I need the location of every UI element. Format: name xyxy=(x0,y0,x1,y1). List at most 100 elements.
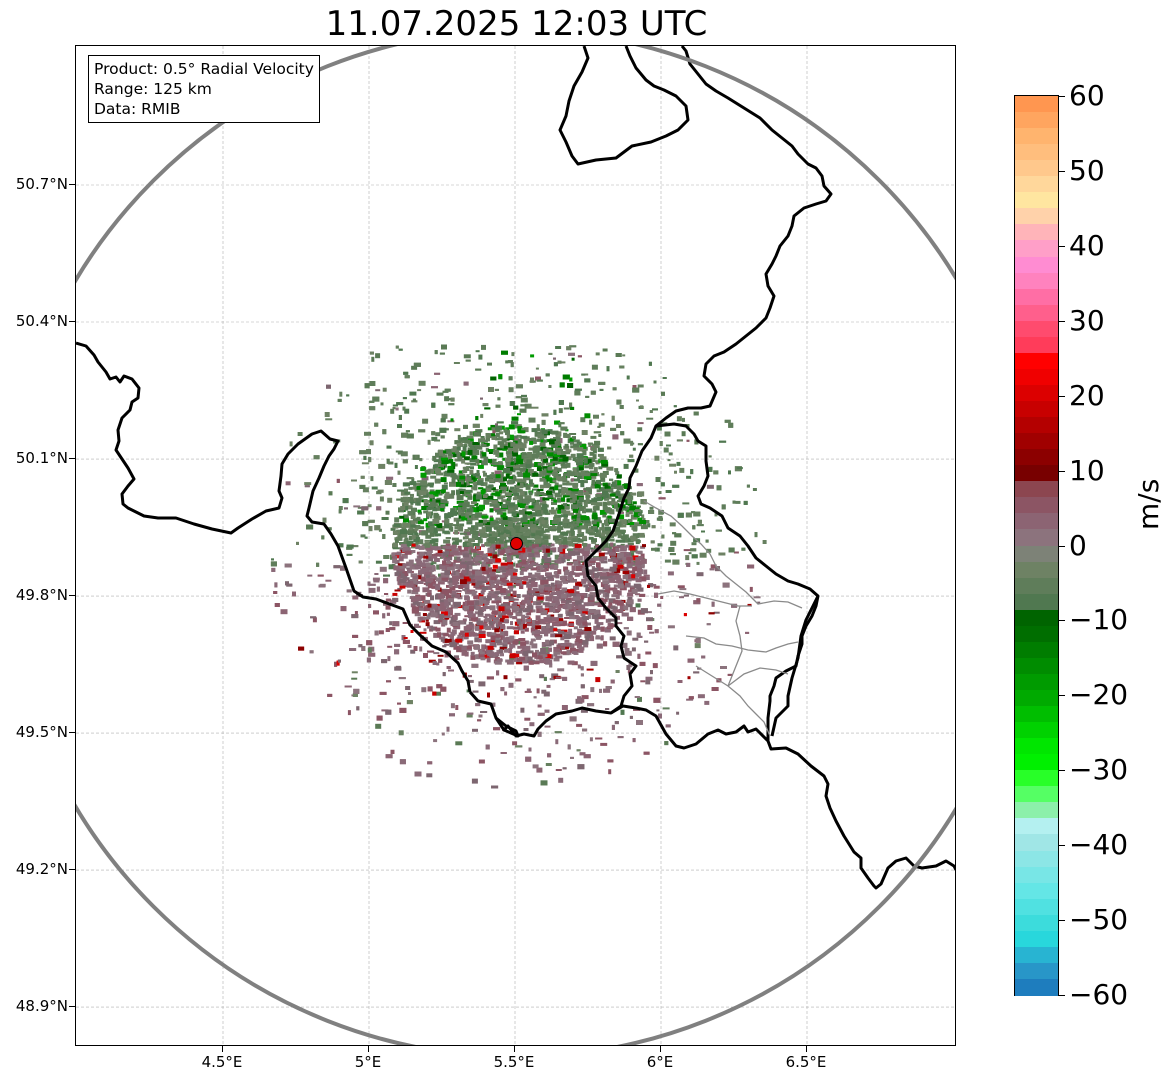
radar-echo xyxy=(753,596,761,599)
radar-echo xyxy=(405,430,410,433)
radar-echo-core xyxy=(509,527,517,531)
radar-echo-core xyxy=(558,534,564,539)
radar-echo-core xyxy=(569,615,576,620)
radar-echo xyxy=(510,576,515,582)
radar-echo xyxy=(321,535,325,540)
radar-echo-core xyxy=(602,592,607,598)
radar-echo-core xyxy=(439,564,447,570)
radar-echo xyxy=(533,484,539,488)
radar-echo-core xyxy=(452,594,457,598)
radar-echo-core xyxy=(465,517,472,521)
radar-echo-core xyxy=(635,557,641,562)
radar-echo xyxy=(574,390,581,396)
radar-echo xyxy=(696,598,701,603)
radar-echo xyxy=(630,440,634,446)
radar-echo xyxy=(374,630,379,636)
radar-echo xyxy=(607,446,612,450)
radar-echo-core xyxy=(456,647,462,653)
radar-echo xyxy=(383,555,390,559)
radar-echo xyxy=(386,445,392,449)
radar-echo xyxy=(359,450,367,455)
radar-echo-core xyxy=(531,631,536,636)
radar-echo-core xyxy=(447,556,453,561)
radar-echo-core xyxy=(466,560,474,566)
radar-echo xyxy=(500,752,507,754)
radar-echo-core xyxy=(570,439,574,445)
radar-echo xyxy=(551,560,556,563)
radar-echo-core xyxy=(507,496,512,500)
radar-echo-core xyxy=(498,532,505,537)
radar-echo xyxy=(494,470,502,476)
radar-echo xyxy=(504,691,508,696)
radar-echo-core xyxy=(572,518,580,522)
radar-echo-core xyxy=(513,653,520,658)
radar-echo xyxy=(427,686,433,692)
radar-echo-core xyxy=(446,589,452,594)
radar-echo-core xyxy=(397,563,405,569)
radar-echo-core xyxy=(459,526,464,532)
radar-echo xyxy=(368,457,372,463)
radar-echo-core xyxy=(506,434,511,439)
radar-echo xyxy=(397,424,402,428)
radar-map[interactable] xyxy=(75,45,956,1046)
radar-echo xyxy=(705,539,709,543)
radar-echo-core xyxy=(427,511,432,517)
radar-echo xyxy=(620,642,628,648)
radar-echo-core xyxy=(523,438,528,444)
radar-echo xyxy=(693,671,700,674)
radar-echo-core xyxy=(516,495,523,500)
radar-echo xyxy=(446,601,451,606)
radar-echo-core xyxy=(516,434,522,438)
radar-echo xyxy=(719,440,727,443)
radar-echo xyxy=(402,482,410,487)
radar-echo-core xyxy=(500,582,508,586)
radar-echo xyxy=(664,431,671,437)
radar-echo-core xyxy=(592,450,597,454)
radar-echo-core xyxy=(572,457,577,461)
radar-echo-core xyxy=(416,581,424,584)
radar-echo xyxy=(685,555,690,561)
radar-echo xyxy=(449,713,455,717)
radar-echo-core xyxy=(493,618,499,624)
radar-echo xyxy=(545,512,551,515)
radar-echo xyxy=(387,497,393,503)
radar-echo xyxy=(608,769,612,775)
radar-echo xyxy=(525,756,532,762)
radar-echo-core xyxy=(539,477,547,482)
radar-echo xyxy=(656,709,660,712)
radar-echo-core xyxy=(415,545,421,550)
radar-echo xyxy=(427,761,433,765)
radar-echo xyxy=(561,705,568,710)
radar-echo xyxy=(549,552,553,555)
radar-echo-core xyxy=(429,504,435,510)
radar-echo-core xyxy=(531,567,538,571)
radar-echo-core xyxy=(564,505,570,510)
radar-echo-core xyxy=(471,455,478,460)
radar-echo-core xyxy=(508,614,513,618)
radar-echo xyxy=(563,407,570,410)
radar-echo-core xyxy=(508,598,515,602)
radar-echo xyxy=(418,511,422,515)
radar-echo-core xyxy=(491,585,499,588)
radar-echo-core xyxy=(498,476,505,480)
radar-echo-core xyxy=(544,517,549,521)
radar-echo xyxy=(624,650,632,656)
radar-echo-core xyxy=(501,631,509,637)
radar-echo-core xyxy=(421,506,429,510)
radar-echo-core xyxy=(609,493,617,497)
radar-echo-core xyxy=(581,480,588,484)
radar-echo xyxy=(531,437,537,443)
radar-echo-core xyxy=(570,579,577,583)
radar-echo-core xyxy=(483,557,489,562)
radar-echo-core xyxy=(573,439,580,443)
radar-echo xyxy=(488,499,494,502)
radar-echo xyxy=(411,478,415,483)
radar-echo xyxy=(676,439,683,442)
radar-echo-core xyxy=(607,558,613,562)
radar-echo-core xyxy=(502,457,508,461)
radar-echo xyxy=(527,539,535,545)
radar-echo-core xyxy=(453,548,459,552)
radar-echo-core xyxy=(507,612,514,616)
radar-echo xyxy=(316,562,320,567)
radar-echo-core xyxy=(571,517,576,521)
